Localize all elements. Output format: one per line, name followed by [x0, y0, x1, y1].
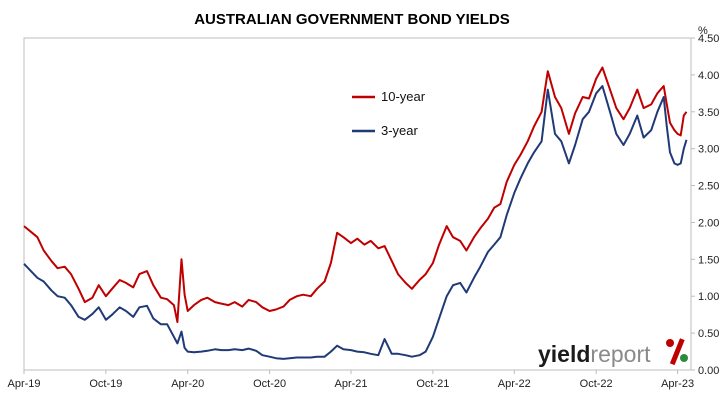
y-tick-label: 1.00 [698, 291, 719, 303]
logo-text-report: report [590, 341, 651, 367]
y-axis-unit-label: % [698, 25, 708, 37]
series-line-10-year [23, 66, 688, 323]
x-tick-label: Apr-23 [661, 378, 694, 390]
yieldreport-logo: yieldreport [538, 338, 688, 367]
x-tick-label: Apr-20 [171, 378, 204, 390]
x-tick-label: Oct-19 [89, 378, 122, 390]
percent-logo-icon [666, 338, 688, 366]
series-line-3-year [23, 85, 688, 360]
legend-label-10-year: 10-year [381, 89, 426, 104]
svg-text:yieldreport: yieldreport [538, 341, 651, 367]
logo-text-yield: yield [538, 341, 590, 367]
y-tick-label: 0.00 [698, 365, 719, 377]
y-tick-label: 2.00 [698, 217, 719, 229]
x-axis: Apr-19 Oct-19 Apr-20 Oct-20 Apr-21 Oct-21 Apr-… [7, 370, 694, 390]
x-tick-label: Oct-20 [253, 378, 286, 390]
y-tick-label: 4.50 [698, 33, 719, 45]
x-tick-label: Apr-22 [498, 378, 531, 390]
series-layer [23, 66, 688, 360]
legend-label-3-year: 3-year [381, 123, 419, 138]
y-tick-label: 1.50 [698, 254, 719, 266]
y-tick-label: 3.00 [698, 144, 719, 156]
x-tick-label: Apr-19 [7, 378, 40, 390]
y-tick-label: 3.50 [698, 107, 719, 119]
x-tick-label: Oct-21 [416, 378, 449, 390]
y-tick-label: 0.50 [698, 328, 719, 340]
plot-area-frame [23, 37, 692, 371]
y-tick-label: 2.50 [698, 181, 719, 193]
x-tick-label: Oct-22 [580, 378, 613, 390]
legend: 10-year 3-year [352, 89, 426, 138]
x-tick-label: Apr-21 [334, 378, 367, 390]
chart-title: AUSTRALIAN GOVERNMENT BOND YIELDS [194, 11, 510, 28]
y-tick-label: 4.00 [698, 70, 719, 82]
y-axis: 0.00 0.50 1.00 1.50 2.00 2.50 3.00 3.50 4.00 4.50 [691, 33, 719, 377]
